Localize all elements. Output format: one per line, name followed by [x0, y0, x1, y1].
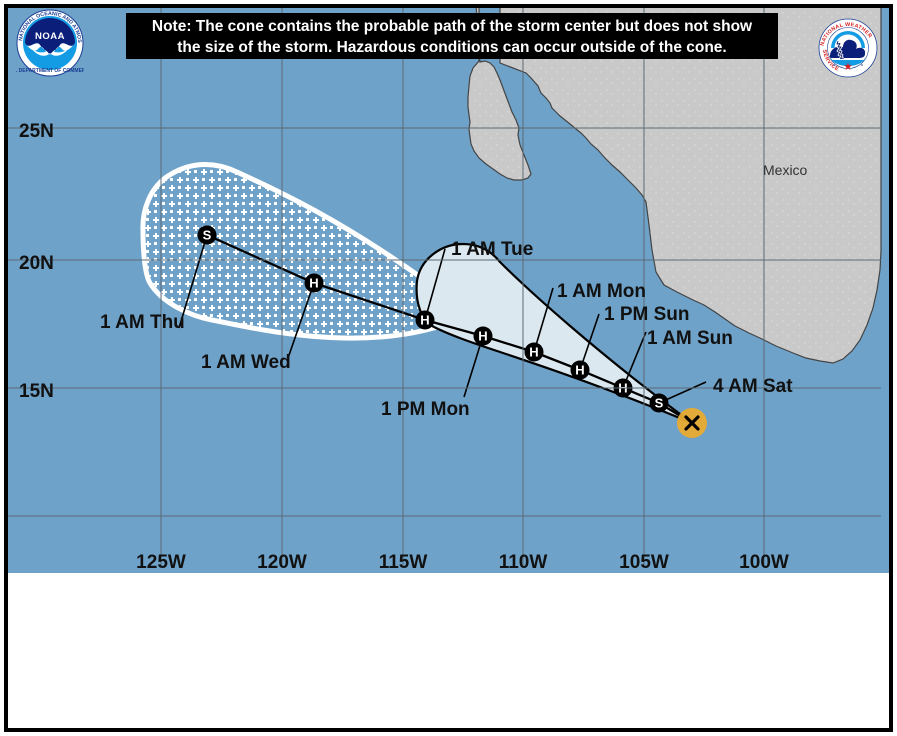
svg-text:H: H	[309, 276, 318, 291]
svg-text:U.S. DEPARTMENT OF COMMERCE: U.S. DEPARTMENT OF COMMERCE	[16, 68, 84, 74]
svg-text:S: S	[203, 228, 212, 243]
svg-text:H: H	[420, 313, 429, 328]
svg-text:H: H	[575, 363, 584, 378]
svg-text:H: H	[529, 345, 538, 360]
svg-text:S: S	[655, 396, 664, 411]
svg-text:H: H	[478, 329, 487, 344]
svg-text:NOAA: NOAA	[35, 31, 65, 42]
